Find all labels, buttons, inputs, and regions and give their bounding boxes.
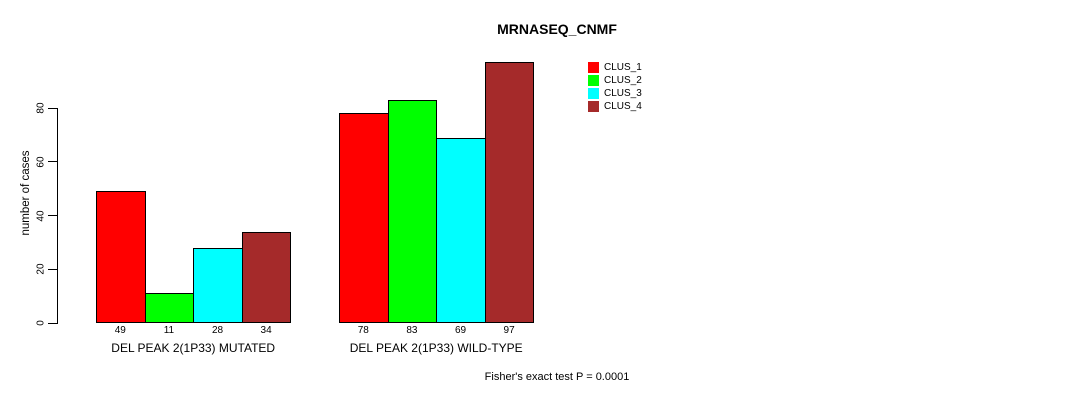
y-tick-label: 0 [35,320,47,326]
y-tick [48,161,57,163]
y-tick [48,107,57,109]
y-tick [48,268,57,270]
bar-value-label: 49 [114,325,126,336]
y-tick-label: 60 [35,156,47,168]
bar-clus_4-group1 [241,231,292,323]
legend-label: CLUS_2 [604,74,642,86]
y-tick-label: 20 [35,263,47,275]
bar-value-label: 28 [211,325,224,336]
legend-item-clus_4: CLUS_4 [588,100,642,112]
chart-title: MRNASEQ_CNMF [497,21,617,37]
y-axis-line [57,108,58,324]
legend-item-clus_3: CLUS_3 [588,87,642,99]
bar-clus_1-group1 [96,191,146,323]
legend-swatch-clus_1 [588,61,599,73]
legend-item-clus_1: CLUS_1 [588,61,642,73]
bar-clus_1-group2 [339,113,389,323]
legend-label: CLUS_4 [604,100,642,112]
bar-clus_3-group1 [193,247,243,323]
bar-value-label: 83 [406,325,418,336]
legend-swatch-clus_4 [588,100,599,112]
bar-clus_3-group2 [436,137,486,323]
bar-value-label: 11 [163,325,175,336]
legend-swatch-clus_3 [588,87,599,99]
bar-clus_4-group2 [484,62,535,323]
bar-clus_2-group2 [387,99,438,323]
legend-label: CLUS_3 [604,87,642,99]
bar-clus_2-group1 [144,293,195,323]
bar-value-label: 69 [454,325,467,336]
legend-label: CLUS_1 [604,61,642,73]
legend-item-clus_2: CLUS_2 [588,74,642,86]
y-tick-label: 80 [35,102,47,114]
legend-swatch-clus_2 [588,74,599,86]
y-tick [48,322,57,324]
bar-value-label: 78 [357,325,369,336]
annotation-text: Fisher's exact test P = 0.0001 [484,371,630,383]
x-category-label: DEL PEAK 2(1P33) MUTATED [111,341,276,355]
bar-value-label: 97 [503,325,515,336]
bar-value-label: 34 [260,325,272,336]
y-tick-label: 40 [35,209,47,222]
y-tick [48,215,57,216]
x-category-label: DEL PEAK 2(1P33) WILD-TYPE [349,341,523,355]
